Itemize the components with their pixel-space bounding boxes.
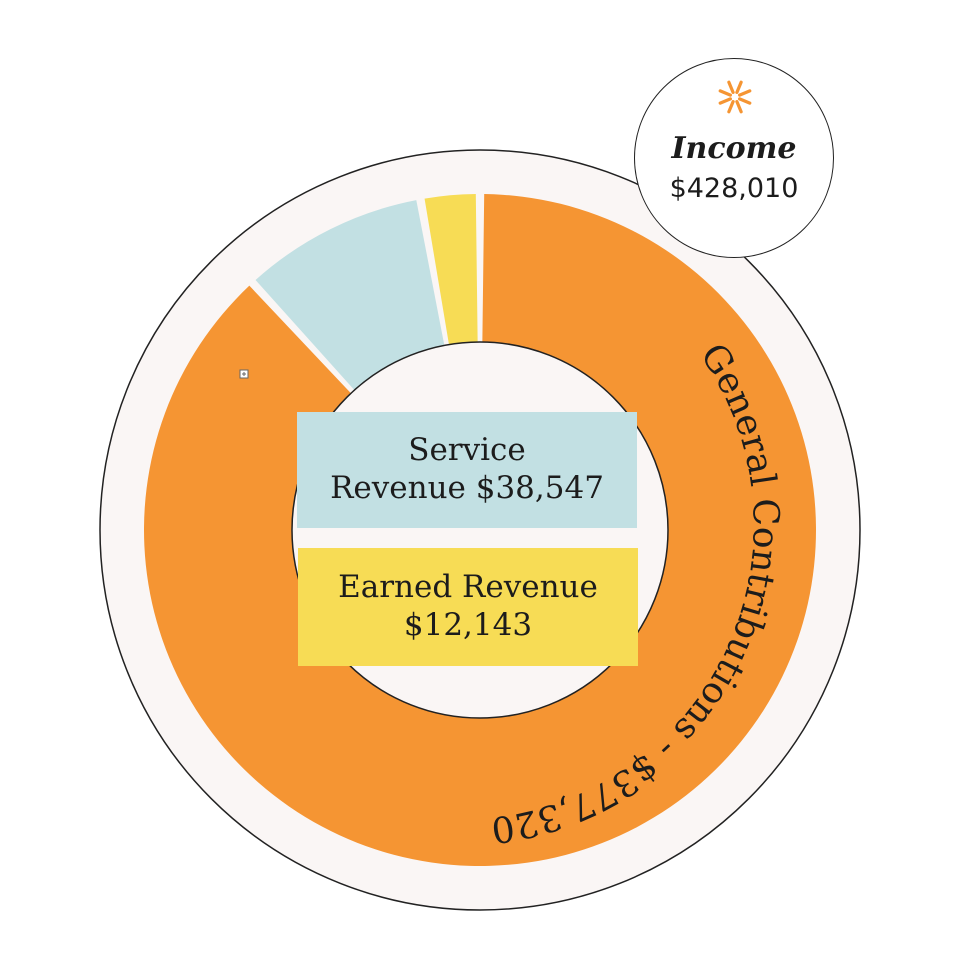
plus-marker <box>239 369 249 379</box>
service-revenue-line-2: Revenue $38,547 <box>330 470 604 506</box>
sparkle-ray <box>727 80 735 94</box>
slice-general-contributions <box>144 194 817 866</box>
slice-service-revenue <box>255 200 445 391</box>
slice-earned-revenue <box>424 194 478 345</box>
sparkle-ray <box>738 97 752 105</box>
earned-revenue-line-1: Earned Revenue <box>338 569 598 606</box>
sparkle-ray <box>735 80 743 94</box>
service-revenue-label: Service Revenue $38,547 <box>297 412 637 528</box>
earned-revenue-label: Earned Revenue $12,143 <box>298 548 638 666</box>
income-total: $428,010 <box>669 173 799 204</box>
sparkle-ray <box>727 100 735 114</box>
sparkle-ray <box>718 97 732 105</box>
income-total-bubble: Income $428,010 <box>634 58 834 258</box>
donut-slices <box>144 194 817 866</box>
service-revenue-line-1: Service <box>408 432 526 469</box>
sparkle-ray <box>738 89 752 97</box>
earned-revenue-line-2: $12,143 <box>403 607 533 643</box>
asterisk-sparkle-icon <box>718 80 752 114</box>
sparkle-ray <box>718 89 732 97</box>
income-title: Income <box>671 131 797 166</box>
sparkle-ray <box>735 100 743 114</box>
